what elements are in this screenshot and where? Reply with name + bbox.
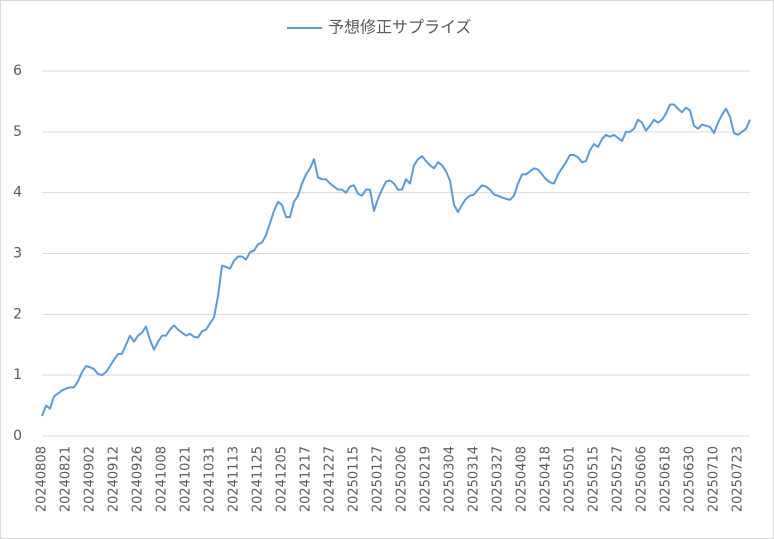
- y-tick-label: 4: [13, 185, 22, 201]
- x-tick-label: 20240912: [107, 446, 122, 512]
- x-tick-label: 20241113: [227, 446, 242, 512]
- x-tick-label: 20240821: [59, 446, 74, 512]
- y-tick-label: 1: [13, 367, 22, 383]
- x-tick-label: 20250327: [491, 446, 506, 512]
- y-tick-label: 6: [13, 63, 22, 79]
- x-tick-label: 20241125: [251, 446, 266, 512]
- x-tick-label: 20250314: [467, 446, 482, 512]
- x-tick-label: 20250219: [419, 446, 434, 512]
- x-tick-label: 20241021: [179, 446, 194, 512]
- y-tick-label: 2: [13, 306, 22, 322]
- y-tick-label: 5: [13, 124, 22, 140]
- x-tick-label: 20250127: [371, 446, 386, 512]
- x-tick-label: 20250206: [395, 446, 410, 512]
- y-tick-label: 3: [13, 246, 22, 262]
- x-tick-label: 20250527: [611, 446, 626, 512]
- x-tick-label: 20240926: [131, 446, 146, 512]
- x-tick-label: 20250606: [635, 446, 650, 512]
- x-tick-label: 20241031: [203, 446, 218, 512]
- x-tick-label: 20250304: [443, 446, 458, 512]
- x-tick-label: 20241227: [323, 446, 338, 512]
- x-tick-label: 20241008: [155, 446, 170, 512]
- x-tick-label: 20250710: [707, 446, 722, 512]
- x-tick-label: 20250115: [347, 446, 362, 512]
- x-tick-label: 20250501: [563, 446, 578, 512]
- x-tick-label: 20250418: [539, 446, 554, 512]
- x-tick-label: 20250408: [515, 446, 530, 512]
- x-tick-label: 20250515: [587, 446, 602, 512]
- y-tick-label: 0: [13, 428, 22, 444]
- legend-label: 予想修正サプライズ: [328, 18, 472, 37]
- x-tick-label: 20250618: [659, 446, 674, 512]
- x-tick-label: 20241217: [299, 446, 314, 512]
- x-tick-label: 20250630: [683, 446, 698, 512]
- data-line: [41, 103, 751, 417]
- x-tick-label: 20241205: [275, 446, 290, 512]
- x-tick-label: 20250723: [731, 446, 746, 512]
- x-tick-label: 20240808: [35, 446, 50, 512]
- x-tick-label: 20240902: [83, 446, 98, 512]
